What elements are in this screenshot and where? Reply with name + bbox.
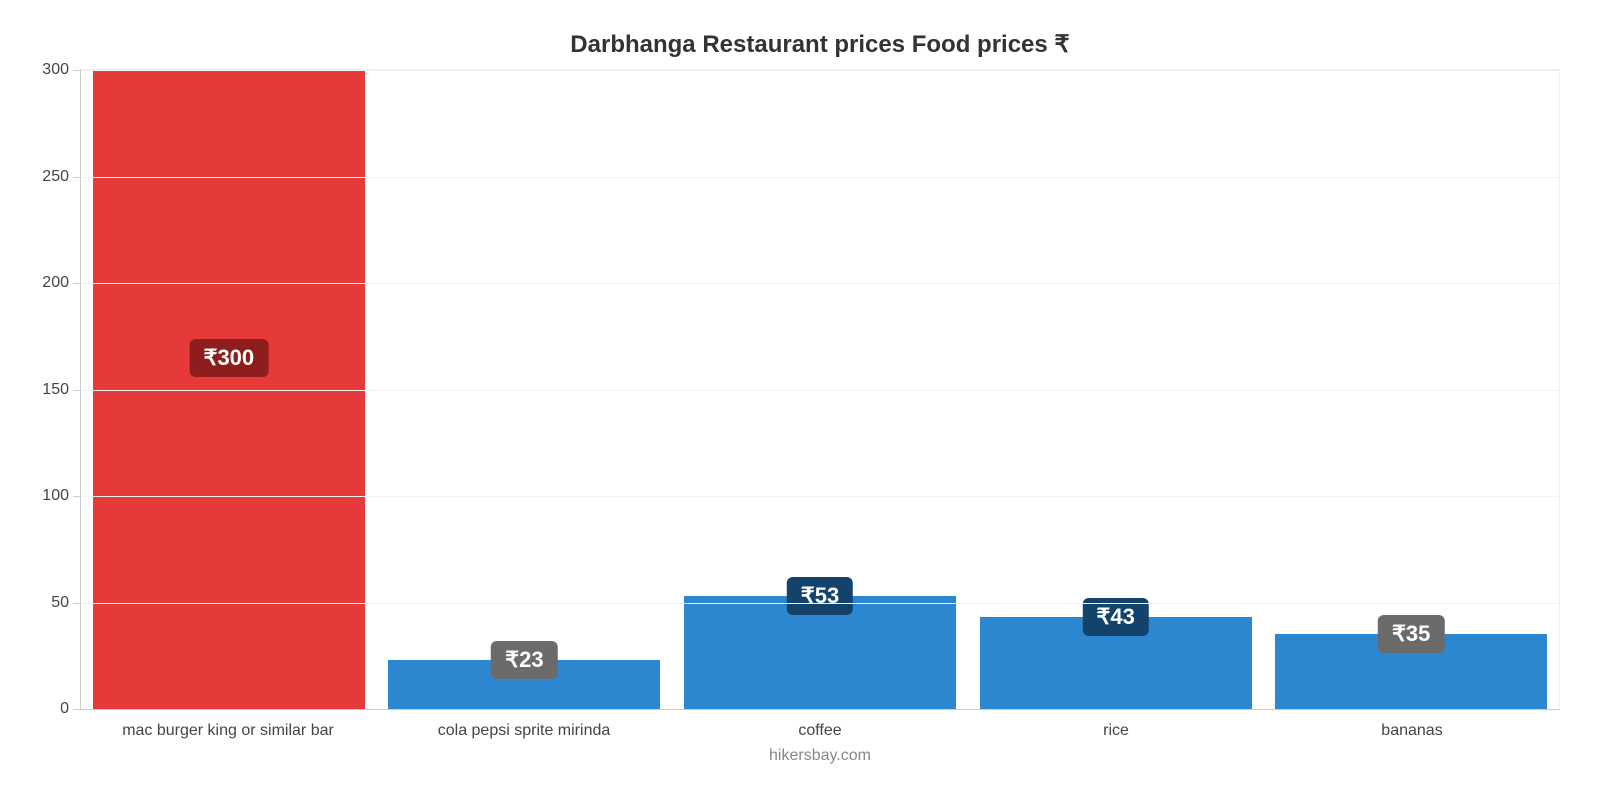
bar-value-label: ₹23 bbox=[491, 641, 557, 679]
y-tick-label: 200 bbox=[42, 274, 81, 292]
x-tick-label: mac burger king or similar bar bbox=[80, 710, 376, 740]
source-label: hikersbay.com bbox=[80, 747, 1560, 765]
y-tick-label: 100 bbox=[42, 487, 81, 505]
bar: ₹35 bbox=[1275, 634, 1547, 709]
bar-value-label: ₹35 bbox=[1378, 615, 1444, 653]
grid-line bbox=[81, 70, 1559, 71]
grid-line bbox=[81, 177, 1559, 178]
y-tick-label: 250 bbox=[42, 168, 81, 186]
y-tick-label: 150 bbox=[42, 381, 81, 399]
chart-title: Darbhanga Restaurant prices Food prices … bbox=[80, 30, 1560, 59]
x-axis-wrap: mac burger king or similar barcola pepsi… bbox=[80, 709, 1560, 740]
grid-line bbox=[81, 603, 1559, 604]
bar: ₹23 bbox=[388, 660, 660, 709]
x-tick-label: rice bbox=[968, 710, 1264, 740]
x-tick-label: cola pepsi sprite mirinda bbox=[376, 710, 672, 740]
bar: ₹53 bbox=[684, 596, 956, 709]
x-tick-label: bananas bbox=[1264, 710, 1560, 740]
x-axis: mac burger king or similar barcola pepsi… bbox=[80, 709, 1560, 740]
y-tick-label: 50 bbox=[51, 594, 81, 612]
bar: ₹43 bbox=[980, 617, 1252, 709]
bar-value-label: ₹53 bbox=[787, 577, 853, 615]
y-tick-label: 300 bbox=[42, 61, 81, 79]
grid-line bbox=[81, 390, 1559, 391]
grid-line bbox=[81, 283, 1559, 284]
grid-line bbox=[81, 496, 1559, 497]
chart-container: Darbhanga Restaurant prices Food prices … bbox=[0, 0, 1600, 800]
plot-area: ₹300₹23₹53₹43₹35 050100150200250300 bbox=[80, 69, 1560, 709]
bar-value-label: ₹43 bbox=[1082, 598, 1148, 636]
x-tick-label: coffee bbox=[672, 710, 968, 740]
bar-value-label: ₹300 bbox=[189, 339, 268, 377]
y-tick-label: 0 bbox=[60, 700, 81, 718]
